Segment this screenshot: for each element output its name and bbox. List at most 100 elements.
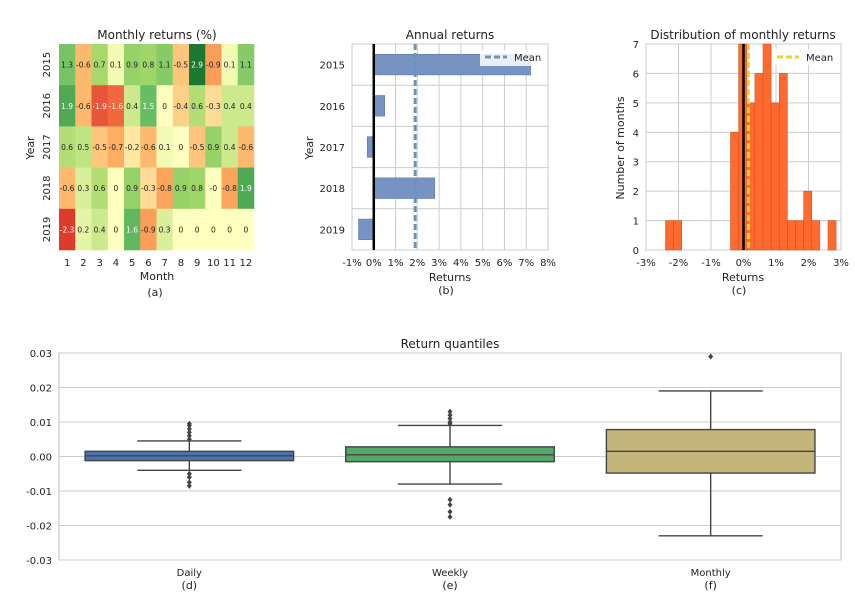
heatmap-cell — [59, 44, 76, 86]
heatmap-cell-label: 0.6 — [191, 102, 203, 111]
heatmap-cell — [221, 44, 239, 86]
heatmap-cell-label: 0 — [243, 225, 248, 234]
quantiles-y-tick: -0.01 — [26, 487, 52, 498]
annual-x-tick: 4% — [453, 258, 469, 269]
quantiles-caption: (f) — [704, 579, 716, 592]
heatmap-cell — [124, 208, 141, 251]
box-outlier — [186, 429, 192, 436]
quantiles-y-tick: 0.03 — [30, 349, 52, 360]
heatmap-cell — [237, 44, 255, 86]
distribution-bar — [770, 102, 780, 251]
heatmap-cell-label: -0.2 — [125, 143, 140, 152]
distribution-bar — [730, 132, 739, 251]
heatmap-cell-label: -0.9 — [206, 61, 221, 70]
annual-x-tick: 6% — [497, 258, 513, 269]
heatmap-cell — [172, 126, 190, 168]
heatmap-cell-label: 0.8 — [191, 184, 203, 193]
heatmap-x-tick: 5 — [129, 258, 135, 269]
box-outlier — [447, 513, 453, 520]
heatmap-x-ticks: 1 2 3 4 5 6 7 8 9 10 11 12 — [64, 258, 252, 269]
heatmap-cell — [107, 167, 125, 210]
distribution-bar — [754, 73, 764, 251]
quantiles-x-tick: Daily — [177, 568, 202, 579]
heatmap-cell-label: -0.6 — [239, 143, 254, 152]
heatmap-cell-label: -0.6 — [76, 61, 91, 70]
quantiles-boxes — [84, 353, 816, 537]
heatmap-cell-label: -0.5 — [92, 143, 107, 152]
heatmap-y-tick: 2019 — [42, 217, 53, 242]
quantiles-y-ticks: 0.03 0.02 0.01 0.00 -0.01 -0.02 -0.03 — [26, 349, 52, 567]
heatmap-cell-label: 0.9 — [207, 143, 219, 152]
heatmap-cell-label: 1.1 — [240, 61, 252, 70]
distribution-y-ticks: 0 1 2 3 4 5 6 7 — [633, 40, 639, 257]
heatmap-cell — [140, 167, 157, 210]
annual-bar — [358, 218, 375, 241]
heatmap-cell-label: 0 — [113, 184, 118, 193]
heatmap-y-tick: 2018 — [42, 175, 53, 200]
distribution-x-tick: -3% — [636, 258, 655, 269]
annual-y-ticks: 2015 2016 2017 2018 2019 — [320, 61, 345, 237]
heatmap-cell-label: -0.6 — [60, 184, 75, 193]
heatmap-cell — [221, 208, 239, 251]
distribution-caption: (c) — [732, 284, 747, 297]
heatmap-cell-label: 0.3 — [159, 225, 171, 234]
heatmap-cell-label: 0.6 — [94, 184, 106, 193]
heatmap-cell-label: -0 — [210, 184, 218, 193]
heatmap-cell-label: 0.4 — [126, 102, 138, 111]
heatmap-cell — [205, 167, 222, 210]
heatmap-cell — [107, 44, 125, 86]
heatmap-cell-label: -1.9 — [92, 102, 107, 111]
box-outlier — [186, 474, 192, 481]
heatmap-y-tick: 2016 — [42, 93, 53, 118]
heatmap-cell — [75, 208, 92, 251]
box-outlier — [447, 408, 453, 415]
heatmap-cell-label: 0 — [162, 102, 167, 111]
heatmap-cell — [189, 44, 206, 86]
heatmap-x-tick: 6 — [145, 258, 151, 269]
annual-x-tick: 5% — [475, 258, 491, 269]
box-outlier — [186, 436, 192, 443]
annual-x-tick: 0% — [366, 258, 382, 269]
annual-title: Annual returns — [406, 28, 494, 42]
heatmap-x-tick: 10 — [207, 258, 220, 269]
heatmap-cell — [156, 44, 174, 86]
box-outlier — [186, 482, 192, 489]
distribution-title: Distribution of monthly returns — [650, 28, 835, 42]
heatmap-cell — [124, 167, 141, 210]
heatmap-x-tick: 11 — [223, 258, 236, 269]
distribution-bar — [803, 190, 812, 251]
quantiles-y-tick: -0.02 — [26, 522, 52, 533]
heatmap-cell-label: 0.4 — [94, 225, 106, 234]
heatmap-cell-label: 0.4 — [224, 143, 236, 152]
quantiles-title: Return quantiles — [401, 337, 500, 351]
heatmap-cell — [156, 167, 174, 210]
heatmap-cell — [140, 126, 157, 168]
heatmap-cell — [205, 85, 222, 127]
distribution-bar — [665, 220, 674, 251]
distribution-bar — [827, 220, 837, 251]
annual-x-tick: 1% — [388, 258, 404, 269]
heatmap-cell-label: -1.6 — [109, 102, 124, 111]
heatmap-cell — [221, 85, 239, 127]
heatmap-cell-label: 0.4 — [224, 102, 236, 111]
distribution-bar — [795, 220, 804, 251]
annual-xlabel: Returns — [429, 271, 472, 284]
distribution-xlabel: Returns — [722, 271, 765, 284]
annual-bar — [373, 95, 385, 117]
heatmap-cell-label: 1.9 — [61, 102, 73, 111]
distribution-panel: -3% -2% -1% 0% 1% 2% 3% 0 1 2 3 4 5 6 7 Mean Distribu… — [614, 28, 849, 297]
heatmap-cell — [107, 208, 125, 251]
heatmap-cell-label: -0.5 — [190, 143, 205, 152]
heatmap-cell-label: 0 — [113, 225, 118, 234]
heatmap-cell — [140, 208, 157, 251]
distribution-ylabel: Number of months — [614, 96, 627, 199]
heatmap-cell-label: 1.1 — [159, 61, 171, 70]
heatmap-cell-label: 0.9 — [126, 184, 138, 193]
heatmap-cell-label: 0 — [178, 143, 183, 152]
distribution-y-tick: 4 — [633, 128, 639, 139]
heatmap-cell — [172, 167, 190, 210]
annual-y-tick: 2015 — [320, 61, 345, 72]
heatmap-cell — [75, 167, 92, 210]
heatmap-cell-label: 0.9 — [175, 184, 187, 193]
